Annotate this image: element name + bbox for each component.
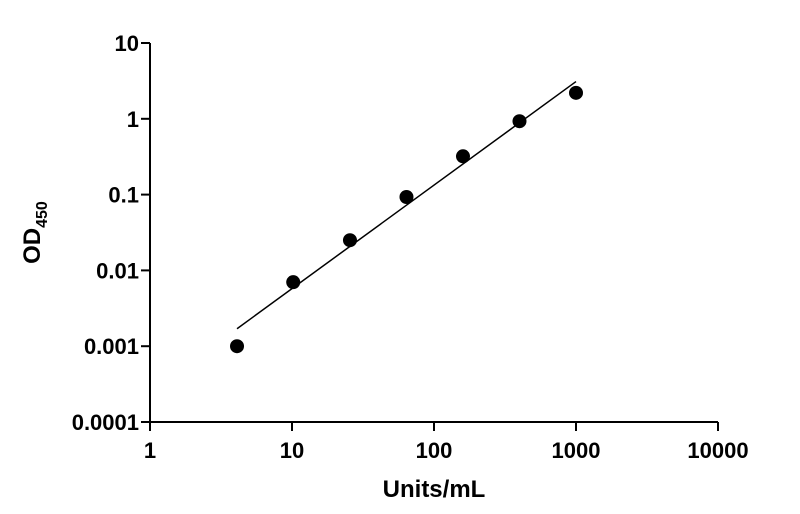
data-points bbox=[230, 85, 583, 354]
x-tick-label: 100 bbox=[416, 438, 453, 463]
x-tick-label: 1 bbox=[144, 438, 156, 463]
x-axis-title: Units/mL bbox=[383, 476, 486, 503]
data-point bbox=[569, 85, 583, 100]
x-tick-label: 10000 bbox=[687, 438, 748, 463]
data-point bbox=[286, 275, 301, 290]
y-tick-label: 0.0001 bbox=[72, 410, 139, 435]
y-axis-title-subscript: 450 bbox=[34, 201, 51, 228]
data-point bbox=[399, 189, 414, 204]
y-tick-label: 0.1 bbox=[108, 183, 139, 208]
y-tick-label: 1 bbox=[127, 107, 139, 132]
x-ticks: 1 10 100 1000 10000 bbox=[144, 422, 749, 463]
x-tick-label: 10 bbox=[280, 438, 304, 463]
y-axis-title-main: OD bbox=[19, 228, 46, 264]
x-tick-label: 1000 bbox=[552, 438, 601, 463]
y-tick-label: 0.01 bbox=[96, 258, 139, 283]
y-ticks: 0.0001 0.001 0.01 0.1 1 10 bbox=[72, 31, 150, 435]
x-axis: 1 10 100 1000 10000 bbox=[144, 421, 749, 463]
data-point bbox=[455, 149, 470, 164]
data-point bbox=[512, 114, 527, 129]
y-tick-label: 10 bbox=[115, 31, 139, 56]
data-point bbox=[230, 339, 245, 354]
y-axis: 0.0001 0.001 0.01 0.1 1 10 bbox=[72, 31, 151, 435]
y-tick-label: 0.001 bbox=[84, 334, 139, 359]
y-axis-title: OD450 bbox=[19, 201, 51, 264]
data-point bbox=[342, 233, 357, 248]
